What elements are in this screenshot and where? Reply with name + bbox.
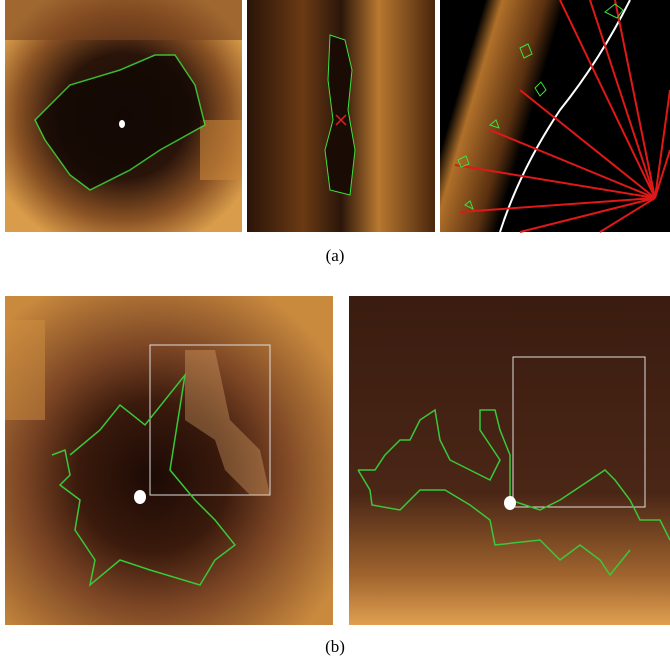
figure: (a) (b)	[0, 0, 670, 661]
caption: (a)	[326, 246, 345, 265]
panel-a-images	[5, 0, 670, 232]
caption: (b)	[325, 637, 345, 656]
panel-b-images	[5, 296, 670, 625]
